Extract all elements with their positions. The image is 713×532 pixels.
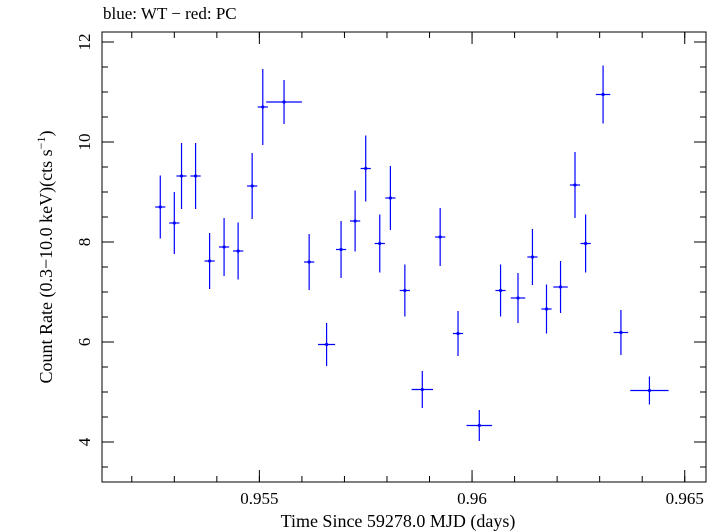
- data-point: [176, 143, 187, 209]
- y-axis-label: Count Rate (0.3−10.0 keV)(cts s−1): [34, 131, 57, 384]
- data-point-marker: [307, 260, 311, 264]
- data-point: [569, 152, 581, 218]
- data-point: [527, 229, 538, 285]
- y-tick-label: 10: [75, 134, 94, 151]
- data-point: [318, 323, 336, 366]
- chart-title: blue: WT − red: PC: [103, 4, 237, 23]
- data-point: [466, 410, 493, 441]
- data-point: [304, 234, 315, 290]
- data-points: [155, 65, 669, 441]
- data-point: [233, 222, 244, 280]
- data-point: [399, 264, 410, 317]
- data-point-marker: [544, 307, 549, 311]
- x-tick-label: 0.955: [240, 489, 278, 508]
- data-point-marker: [619, 330, 623, 335]
- y-tick-label: 6: [75, 338, 94, 347]
- data-point-marker: [420, 387, 424, 392]
- data-point: [218, 218, 230, 276]
- data-point-marker: [261, 105, 265, 109]
- data-point: [613, 310, 629, 355]
- data-point: [541, 284, 552, 334]
- data-point: [349, 190, 361, 252]
- data-point-marker: [222, 245, 226, 249]
- data-point-marker: [647, 388, 652, 393]
- data-point-marker: [236, 249, 240, 253]
- plot-frame: [101, 31, 707, 483]
- data-point-marker: [282, 100, 286, 104]
- data-point-marker: [172, 221, 176, 225]
- data-point: [374, 214, 385, 273]
- data-point: [510, 273, 526, 323]
- data-point: [435, 208, 446, 266]
- data-point-marker: [364, 166, 368, 171]
- data-point-marker: [558, 285, 563, 289]
- data-point-marker: [498, 288, 503, 293]
- data-point-marker: [378, 241, 382, 246]
- data-point-marker: [324, 342, 329, 347]
- data-point-marker: [438, 235, 442, 239]
- data-point: [553, 261, 568, 313]
- data-point-marker: [516, 296, 520, 300]
- x-tick-label: 0.96: [457, 489, 487, 508]
- data-point-marker: [584, 241, 588, 246]
- data-point-marker: [477, 423, 481, 428]
- y-axis-label-main: Count Rate (0.3−10.0 keV)(cts s: [36, 149, 57, 383]
- data-point-marker: [456, 331, 460, 336]
- data-point: [595, 65, 611, 124]
- data-point-marker: [353, 219, 357, 223]
- data-point: [495, 264, 506, 317]
- data-point: [190, 143, 201, 209]
- y-tick-label: 8: [75, 238, 94, 247]
- data-point: [452, 311, 464, 356]
- data-point: [411, 371, 433, 408]
- data-point: [630, 376, 669, 405]
- data-point-marker: [179, 174, 184, 178]
- x-tick-label: 0.965: [666, 489, 704, 508]
- y-tick-label: 4: [75, 437, 94, 446]
- data-point-marker: [339, 247, 343, 252]
- y-axis-label-end: ): [36, 131, 57, 137]
- tick-labels: 0.955 0.96 0.965 4 6 8 10 12: [75, 34, 704, 509]
- data-point: [247, 153, 258, 219]
- data-point: [257, 69, 268, 145]
- data-point-marker: [208, 259, 212, 263]
- axis-ticks: [102, 32, 706, 482]
- data-point: [385, 166, 396, 230]
- data-point-marker: [193, 174, 198, 178]
- data-point: [169, 192, 180, 254]
- data-point-marker: [530, 255, 535, 259]
- y-axis-label-superscript: −1: [34, 137, 48, 150]
- data-point: [580, 214, 591, 273]
- x-axis-label: Time Since 59278.0 MJD (days): [281, 511, 516, 532]
- data-point: [204, 233, 215, 289]
- data-point-marker: [601, 92, 605, 97]
- data-point: [155, 175, 166, 239]
- data-point: [360, 135, 371, 202]
- data-point: [266, 80, 302, 124]
- data-point-marker: [158, 205, 162, 209]
- data-point-marker: [388, 196, 392, 200]
- data-point: [335, 221, 347, 278]
- data-point-marker: [573, 183, 577, 187]
- data-point-marker: [403, 288, 407, 293]
- data-point-marker: [250, 184, 254, 188]
- y-tick-label: 12: [75, 34, 94, 51]
